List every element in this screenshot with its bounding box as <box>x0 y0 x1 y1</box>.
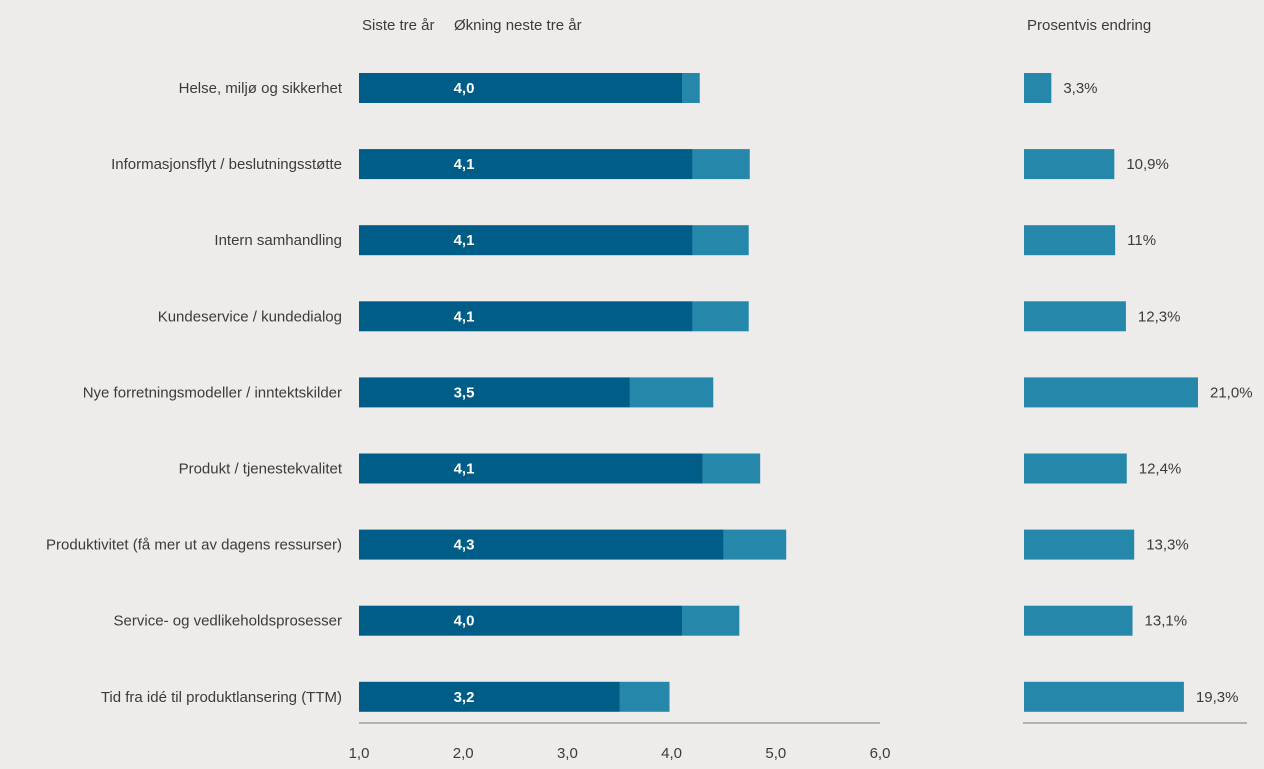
x-tick-label: 3,0 <box>557 745 578 762</box>
pct-bar <box>1024 681 1184 712</box>
pct-bar <box>1024 377 1198 408</box>
pct-value-label: 12,4% <box>1139 461 1182 478</box>
pct-bar <box>1024 73 1052 103</box>
bar-increase <box>682 73 700 103</box>
pct-bar <box>1024 149 1115 180</box>
pct-value-label: 13,3% <box>1146 537 1189 554</box>
category-label: Tid fra idé til produktlansering (TTM) <box>101 689 342 706</box>
bar-increase <box>619 681 670 712</box>
pct-bar <box>1024 225 1116 256</box>
pct-bar <box>1024 453 1127 484</box>
pct-value-label: 3,3% <box>1063 80 1097 97</box>
x-tick-label: 5,0 <box>765 745 786 762</box>
pct-value-label: 13,1% <box>1145 613 1188 630</box>
bar-value-label: 4,1 <box>454 232 475 249</box>
ticks-layer: 1,0 2,0 3,0 4,0 5,0 6,0 <box>349 745 891 762</box>
pct-value-label: 10,9% <box>1126 156 1169 173</box>
x-tick-label: 2,0 <box>453 745 474 762</box>
x-tick-label: 6,0 <box>870 745 891 762</box>
legend-series-2: Økning neste tre år <box>454 17 582 34</box>
pct-value-label: 11% <box>1127 232 1156 249</box>
bar-base <box>359 681 620 712</box>
pct-chart-title: Prosentvis endring <box>1027 17 1151 34</box>
bar-value-label: 4,3 <box>454 537 475 554</box>
bar-increase <box>723 529 787 560</box>
bar-increase <box>692 301 749 332</box>
category-label: Produkt / tjenestekvalitet <box>179 461 343 478</box>
bar-base <box>359 453 703 484</box>
category-label: Kundeservice / kundedialog <box>158 308 342 325</box>
bar-value-label: 4,0 <box>454 80 475 97</box>
bar-base <box>359 529 724 560</box>
bar-increase <box>682 605 740 636</box>
category-label: Informasjonsflyt / beslutningsstøtte <box>111 156 342 173</box>
pct-bar <box>1024 529 1135 560</box>
pct-value-label: 12,3% <box>1138 308 1181 325</box>
bar-base <box>359 225 693 256</box>
bar-increase <box>702 453 761 484</box>
category-label: Helse, miljø og sikkerhet <box>179 80 343 97</box>
bar-base <box>359 149 693 180</box>
pct-bar <box>1024 301 1126 332</box>
bar-value-label: 4,1 <box>454 156 475 173</box>
category-label: Intern samhandling <box>214 232 342 249</box>
bar-base <box>359 73 683 103</box>
bar-base <box>359 301 693 332</box>
pct-value-label: 19,3% <box>1196 689 1239 706</box>
bar-value-label: 4,1 <box>454 308 475 325</box>
bar-value-label: 3,2 <box>454 689 475 706</box>
legend-series-1: Siste tre år <box>362 17 435 34</box>
bar-value-label: 4,1 <box>454 461 475 478</box>
pct-bar <box>1024 605 1133 636</box>
bar-value-label: 3,5 <box>454 384 475 401</box>
bar-increase <box>692 149 750 180</box>
bar-base <box>359 605 683 636</box>
bar-base <box>359 377 630 408</box>
x-tick-label: 4,0 <box>661 745 682 762</box>
bar-value-label: 4,0 <box>454 613 475 630</box>
bars-layer: Helse, miljø og sikkerhet 4,0 3,3% Informas… <box>46 73 1253 712</box>
pct-value-label: 21,0% <box>1210 384 1253 401</box>
bar-increase <box>629 377 714 408</box>
category-label: Service- og vedlikeholdsprosesser <box>114 613 342 630</box>
category-label: Nye forretningsmodeller / inntektskilder <box>83 384 342 401</box>
x-tick-label: 1,0 <box>349 745 370 762</box>
category-label: Produktivitet (få mer ut av dagens ressu… <box>46 537 342 554</box>
bar-increase <box>692 225 749 256</box>
